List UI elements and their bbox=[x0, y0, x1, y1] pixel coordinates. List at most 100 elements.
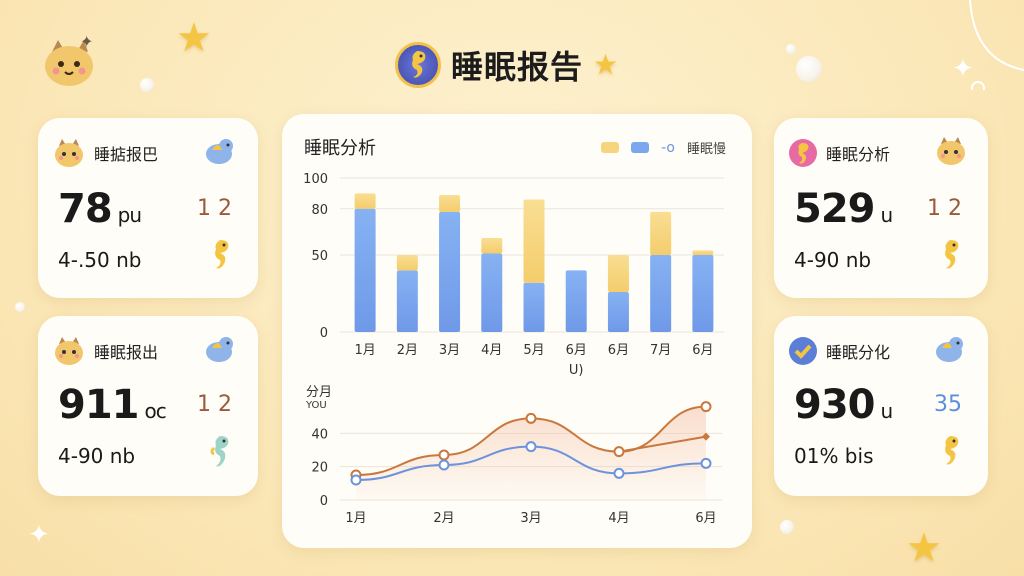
y-axis-label: 分月 bbox=[306, 385, 332, 400]
card-label: 睡眠分化 bbox=[826, 343, 891, 362]
x-tick-label: 6月 bbox=[692, 343, 713, 358]
star-icon: ★ bbox=[906, 525, 942, 571]
card-header: 睡掂报巴 bbox=[52, 138, 158, 168]
card-side-value: 1 2 bbox=[197, 196, 232, 221]
bubble-decor bbox=[15, 302, 25, 312]
y-tick-label: 50 bbox=[311, 249, 328, 264]
legend-label: 睡眠慢 bbox=[686, 142, 726, 157]
sparkle-icon: ✦ bbox=[80, 32, 94, 51]
card-side-value: 1 2 bbox=[197, 392, 232, 417]
y-tick-label: 80 bbox=[311, 203, 328, 218]
bubble-decor bbox=[796, 56, 822, 82]
legend-swatch-gold bbox=[601, 142, 620, 153]
data-point-orange bbox=[438, 449, 450, 461]
stat-card-2[interactable]: 睡眠报出 911 oc 1 2 4-90 nb bbox=[38, 316, 258, 496]
cat-face-icon bbox=[55, 139, 83, 167]
x-tick-label: 6月 bbox=[695, 511, 716, 526]
chart-title: 睡眠分析 bbox=[304, 138, 376, 159]
data-point-blue bbox=[350, 474, 362, 486]
seahorse-icon bbox=[208, 238, 234, 276]
legend-swatch-blue bbox=[631, 142, 650, 153]
x-tick-label: 2月 bbox=[433, 511, 454, 526]
card-value: 529 u bbox=[794, 186, 893, 232]
bar-base bbox=[481, 253, 503, 332]
cat-face-icon bbox=[934, 136, 968, 170]
x-tick-label: 1月 bbox=[345, 511, 366, 526]
seahorse-icon bbox=[938, 434, 964, 472]
x-tick-label: 5月 bbox=[523, 343, 544, 358]
card-subtext: 01% bis bbox=[794, 444, 874, 468]
bar-base bbox=[607, 291, 629, 332]
y-axis-label: YOU bbox=[305, 400, 327, 411]
bar-top bbox=[607, 255, 629, 292]
bar-top bbox=[692, 250, 714, 255]
chart-legend: -o 睡眠慢 bbox=[601, 138, 726, 157]
stat-card-4[interactable]: 睡眠分化 930 u 35 01% bis bbox=[774, 316, 988, 496]
card-label: 睡眠报出 bbox=[94, 343, 159, 362]
bar-top bbox=[354, 193, 376, 209]
x-tick-label: 1月 bbox=[354, 343, 375, 358]
data-point-orange bbox=[613, 446, 625, 458]
x-tick-label: 4月 bbox=[481, 343, 502, 358]
series-line-orange-branch bbox=[618, 435, 707, 453]
seahorse-badge-icon bbox=[789, 139, 817, 167]
bar-base bbox=[692, 255, 714, 332]
bird-icon bbox=[204, 334, 238, 368]
y-tick-label: 20 bbox=[311, 461, 328, 476]
bird-icon bbox=[204, 136, 238, 170]
x-tick-label: 4月 bbox=[608, 511, 629, 526]
card-header: 睡眠报出 bbox=[52, 336, 158, 366]
x-tick-label: 3月 bbox=[439, 343, 460, 358]
data-point-blue bbox=[525, 441, 537, 453]
page-title: 睡眠报告 bbox=[451, 48, 584, 86]
x-tick-label: 6月 bbox=[608, 343, 629, 358]
cat-face-icon bbox=[55, 337, 83, 365]
bar-top bbox=[439, 194, 461, 212]
seahorse-logo-icon bbox=[395, 42, 441, 88]
y-tick-label: 0 bbox=[320, 326, 328, 341]
card-label: 睡眠分析 bbox=[826, 145, 891, 164]
bubble-decor bbox=[780, 520, 794, 534]
data-point-blue bbox=[438, 459, 450, 471]
seahorse-icon bbox=[208, 434, 234, 474]
data-point-diamond bbox=[702, 432, 710, 441]
sparkle-icon: ✦ bbox=[952, 54, 974, 84]
check-badge-icon bbox=[789, 337, 817, 365]
star-icon: ★ bbox=[593, 48, 619, 81]
bar-top bbox=[650, 211, 672, 255]
data-point-blue bbox=[700, 457, 712, 469]
bar-top bbox=[481, 238, 503, 254]
bar-base bbox=[565, 270, 587, 332]
card-side-value: 1 2 bbox=[927, 196, 962, 221]
star-icon: ★ bbox=[176, 15, 212, 61]
mascot-top-left bbox=[38, 38, 100, 92]
card-header: 睡眠分化 bbox=[788, 336, 890, 366]
bar-base bbox=[439, 211, 461, 332]
bubble-decor bbox=[140, 78, 154, 92]
bar-top bbox=[523, 199, 545, 283]
x-tick-label: 2月 bbox=[397, 343, 418, 358]
data-point-blue bbox=[613, 467, 625, 479]
bubble-decor bbox=[786, 44, 796, 54]
stat-card-1[interactable]: 睡掂报巴 78 pu 1 2 4-.50 nb bbox=[38, 118, 258, 298]
bird-icon bbox=[934, 334, 968, 368]
card-subtext: 4-90 nb bbox=[794, 248, 872, 272]
bar-base bbox=[396, 270, 418, 332]
card-header: 睡眠分析 bbox=[788, 138, 890, 168]
x-tick-label: 7月 bbox=[650, 343, 671, 358]
bar-base bbox=[650, 255, 672, 332]
x-axis-label: U) bbox=[569, 363, 584, 378]
x-tick-label: 6月 bbox=[566, 343, 587, 358]
bar-top bbox=[396, 255, 418, 271]
y-tick-label: 40 bbox=[311, 427, 328, 442]
sparkle-icon: ✦ bbox=[28, 520, 50, 550]
card-value: 930 u bbox=[794, 382, 893, 428]
card-subtext: 4-.50 nb bbox=[58, 248, 142, 272]
stat-card-3[interactable]: 睡眠分析 529 u 1 2 4-90 nb bbox=[774, 118, 988, 298]
data-point-orange bbox=[525, 412, 537, 424]
page-header: 睡眠报告 ★ bbox=[395, 40, 618, 90]
legend-line-marker: -o bbox=[661, 139, 675, 156]
x-tick-label: 3月 bbox=[520, 511, 541, 526]
moon-arc-decor bbox=[960, 0, 1024, 95]
